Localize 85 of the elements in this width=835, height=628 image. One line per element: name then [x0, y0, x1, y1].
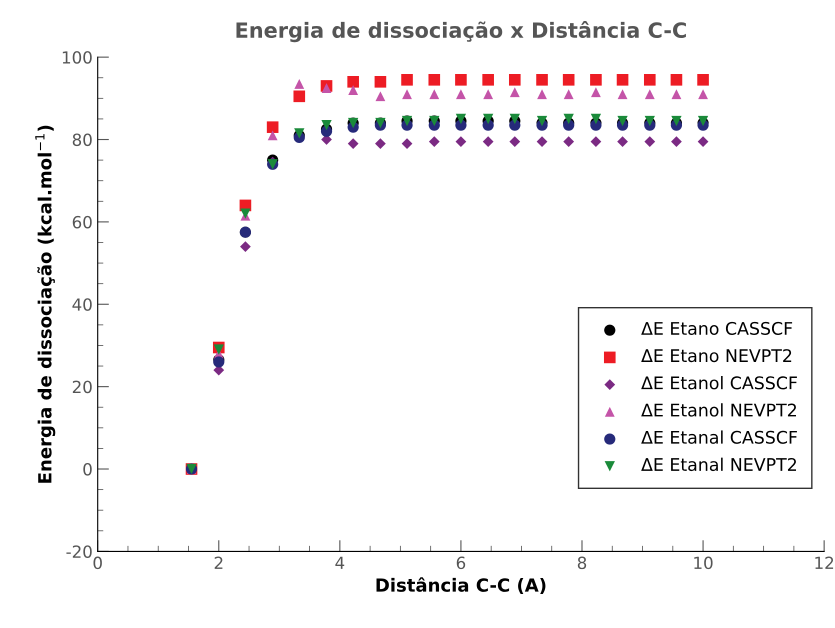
point — [671, 136, 682, 147]
y-tick-label: 60 — [72, 216, 92, 228]
point — [456, 114, 466, 124]
point — [482, 74, 494, 86]
y-tick-label: -20 — [66, 545, 92, 558]
point — [536, 74, 548, 86]
legend-label: ΔE Etanal CASSCF — [641, 430, 797, 444]
point — [402, 138, 412, 150]
x-tick-label: 6 — [456, 556, 466, 570]
point — [348, 138, 359, 150]
point — [564, 114, 574, 124]
point — [510, 114, 520, 124]
point — [268, 130, 278, 140]
point — [562, 74, 574, 86]
point — [456, 89, 466, 100]
y-tick-label: 80 — [72, 133, 92, 146]
point — [402, 89, 412, 100]
y-tick-label: 40 — [72, 298, 92, 311]
chart-title: Energia de dissociação x Distância C-C — [236, 21, 686, 42]
point — [266, 121, 278, 133]
point — [536, 116, 548, 126]
point — [509, 136, 520, 147]
point — [564, 89, 574, 100]
point — [590, 74, 602, 86]
x-tick-label: 4 — [335, 556, 344, 569]
point — [590, 114, 602, 124]
point — [536, 136, 548, 147]
point — [348, 85, 358, 96]
point — [293, 90, 306, 102]
x-tick-label: 2 — [214, 556, 222, 569]
point — [347, 76, 359, 88]
legend-label: ΔE Etanal NEVPT2 — [641, 458, 796, 472]
point — [618, 89, 628, 100]
point — [213, 356, 224, 368]
point — [455, 74, 467, 86]
legend-label: ΔE Etano CASSCF — [641, 322, 792, 335]
legend-label: ΔE Etanol NEVPT2 — [641, 403, 796, 417]
y-axis-title: Energia de dissociação (kcal.mol$^{−1}$) — [35, 126, 56, 483]
x-tick-label: 0 — [93, 556, 102, 570]
point — [590, 136, 602, 147]
point — [375, 91, 386, 102]
legend-label: ΔE Etano NEVPT2 — [641, 349, 792, 362]
point — [617, 116, 628, 126]
point — [240, 241, 251, 252]
point — [671, 116, 682, 126]
point — [591, 87, 601, 98]
point — [483, 114, 494, 124]
point — [644, 74, 656, 86]
x-tick-label: 10 — [694, 556, 713, 570]
point — [456, 136, 466, 147]
point — [670, 74, 682, 86]
point — [428, 136, 440, 147]
y-tick-label: 100 — [62, 51, 92, 64]
point — [482, 136, 494, 147]
x-axis-title: Distância C-C (A) — [376, 577, 546, 594]
point — [322, 83, 332, 93]
point — [294, 79, 304, 89]
point — [698, 116, 708, 126]
point — [428, 74, 440, 86]
point — [401, 74, 413, 86]
point — [616, 74, 628, 86]
point — [698, 136, 708, 147]
point — [375, 138, 386, 150]
x-tick-label: 12 — [815, 556, 834, 569]
point — [510, 87, 520, 98]
point — [294, 128, 304, 138]
y-tick-label: 0 — [83, 462, 92, 476]
point — [321, 120, 332, 130]
x-tick-label: 8 — [578, 556, 586, 570]
point — [374, 76, 386, 88]
legend-label: ΔE Etanol CASSCF — [641, 376, 797, 390]
y-tick-label: 20 — [72, 380, 92, 394]
point — [617, 136, 628, 147]
point — [508, 74, 521, 86]
point — [672, 89, 682, 100]
point — [697, 74, 709, 86]
point — [429, 89, 440, 100]
point — [698, 89, 708, 100]
point — [644, 89, 655, 100]
point — [483, 89, 494, 100]
point — [644, 116, 655, 126]
point — [563, 136, 574, 147]
point — [214, 344, 224, 355]
point — [537, 89, 547, 100]
point — [644, 136, 656, 147]
